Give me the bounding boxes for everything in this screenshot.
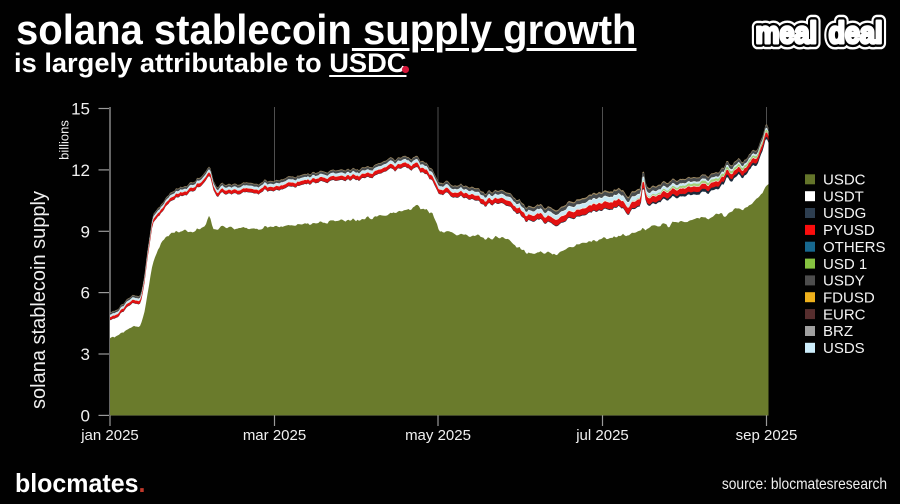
svg-text:FDUSD: FDUSD (823, 289, 875, 306)
svg-text:deal: deal (829, 16, 883, 50)
svg-text:12: 12 (71, 161, 90, 180)
svg-text:EURC: EURC (823, 306, 866, 323)
svg-text:3: 3 (81, 345, 90, 364)
svg-text:mar 2025: mar 2025 (243, 427, 306, 444)
svg-text:meal: meal (756, 16, 817, 50)
svg-text:USDT: USDT (823, 188, 864, 205)
svg-text:billions: billions (57, 120, 72, 160)
svg-text:meal: meal (756, 16, 817, 50)
svg-text:PYUSD: PYUSD (823, 222, 875, 239)
svg-text:deal: deal (829, 16, 883, 50)
svg-text:meal: meal (756, 16, 817, 50)
svg-text:OTHERS: OTHERS (823, 239, 886, 256)
svg-text:9: 9 (81, 222, 90, 241)
svg-text:15: 15 (71, 100, 90, 119)
svg-text:USDY: USDY (823, 273, 865, 290)
svg-text:jan 2025: jan 2025 (80, 427, 139, 444)
svg-text:6: 6 (81, 284, 90, 303)
svg-text:solana stablecoin supply: solana stablecoin supply (28, 191, 50, 409)
svg-text:USD 1: USD 1 (823, 256, 867, 273)
svg-text:BRZ: BRZ (823, 323, 853, 340)
svg-text:0: 0 (81, 406, 90, 425)
svg-text:deal: deal (829, 16, 883, 50)
svg-text:may 2025: may 2025 (405, 427, 471, 444)
svg-text:sep 2025: sep 2025 (736, 427, 798, 444)
svg-text:USDS: USDS (823, 340, 865, 357)
svg-text:USDC: USDC (823, 172, 866, 189)
svg-text:USDG: USDG (823, 205, 866, 222)
svg-text:jul 2025: jul 2025 (575, 427, 629, 444)
